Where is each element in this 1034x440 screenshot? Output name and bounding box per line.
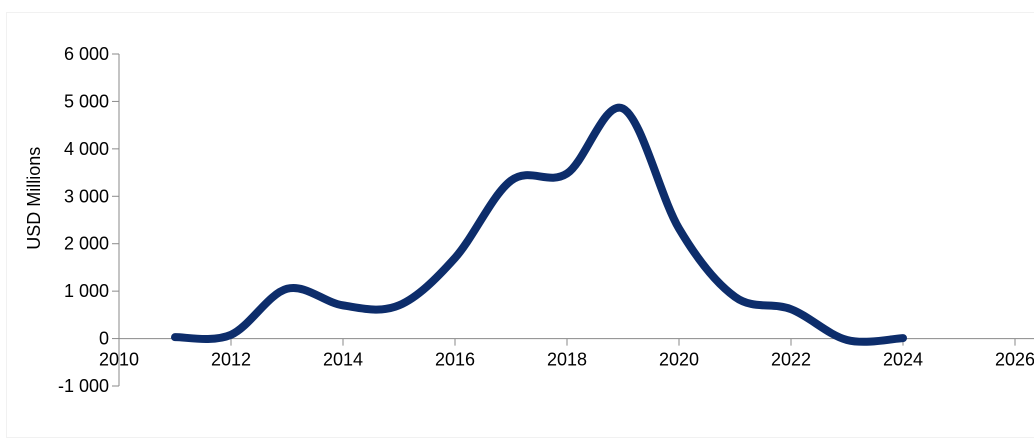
x-tick-label: 2024 (883, 350, 923, 370)
x-tick-label: 2020 (659, 350, 699, 370)
y-tick-label: 2 000 (64, 234, 109, 254)
y-tick-label: -1 000 (58, 376, 109, 396)
y-tick-label: 6 000 (64, 44, 109, 64)
x-tick-label: 2026 (995, 350, 1034, 370)
x-tick-label: 2012 (211, 350, 251, 370)
series-line (171, 103, 907, 346)
x-tick-label: 2010 (99, 350, 139, 370)
y-axis-title: USD Millions (24, 147, 44, 250)
y-tick-label: 4 000 (64, 139, 109, 159)
y-tick-label: 5 000 (64, 91, 109, 111)
x-tick-label: 2022 (771, 350, 811, 370)
x-tick-label: 2016 (435, 350, 475, 370)
chart-frame (6, 12, 1034, 438)
y-tick-label: 1 000 (64, 281, 109, 301)
x-tick-label: 2014 (323, 350, 363, 370)
x-tick-label: 2018 (547, 350, 587, 370)
y-tick-label: 3 000 (64, 186, 109, 206)
y-tick-label: 0 (99, 329, 109, 349)
